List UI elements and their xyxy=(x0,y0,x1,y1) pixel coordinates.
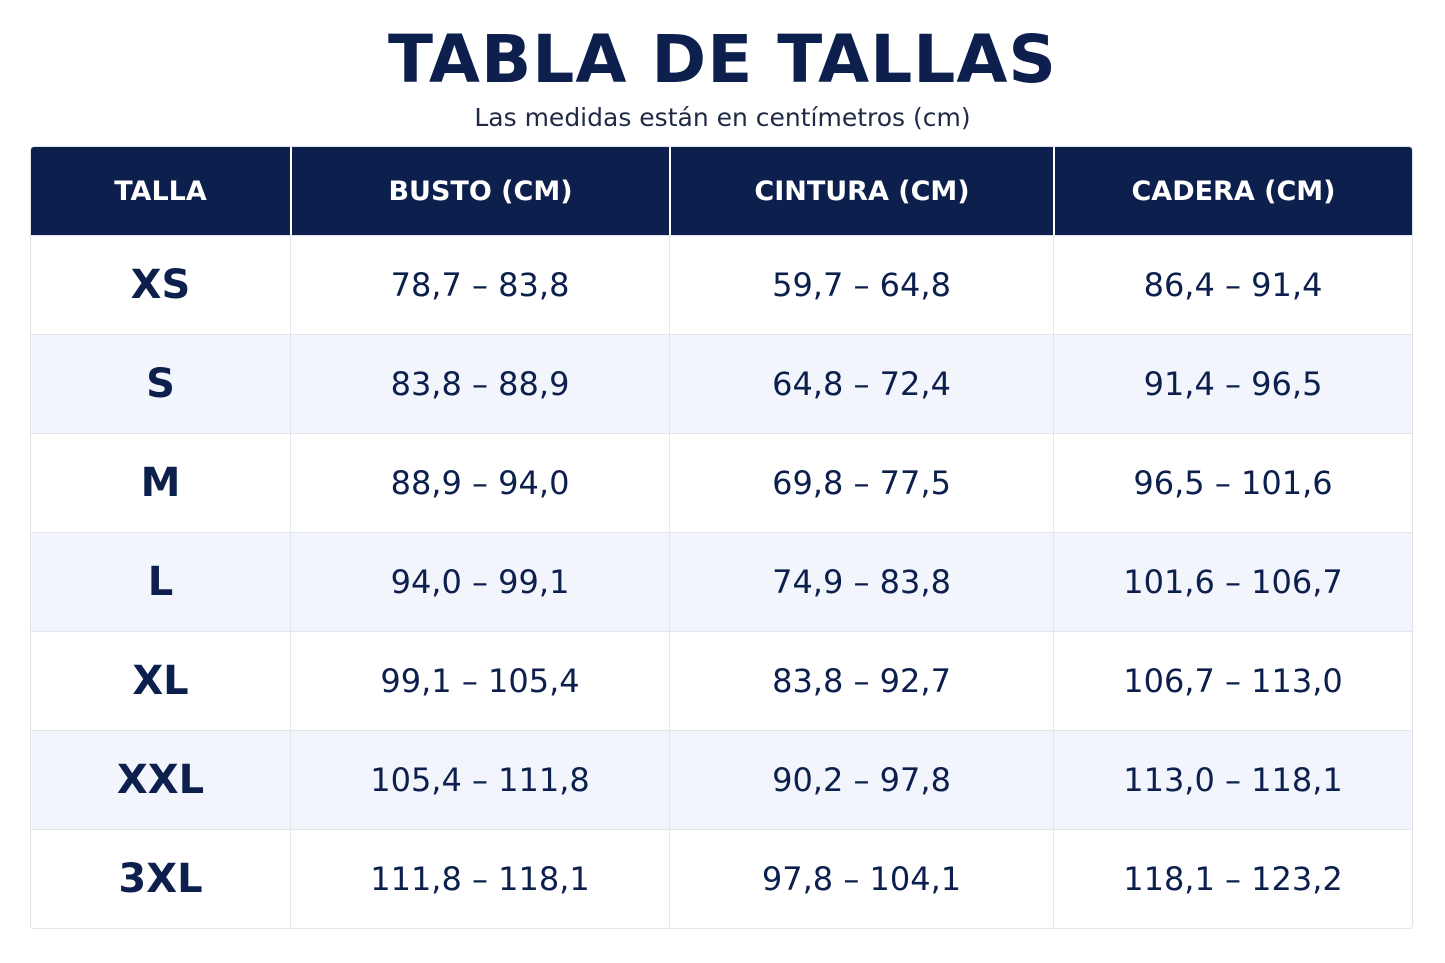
table-row: L 94,0 – 99,1 74,9 – 83,8 101,6 – 106,7 xyxy=(31,532,1412,631)
table-row: M 88,9 – 94,0 69,8 – 77,5 96,5 – 101,6 xyxy=(31,433,1412,532)
hip-cell: 96,5 – 101,6 xyxy=(1053,434,1412,532)
bust-cell: 88,9 – 94,0 xyxy=(290,434,669,532)
size-label-cell: M xyxy=(140,460,181,506)
header-cadera: CADERA (CM) xyxy=(1053,147,1412,235)
size-label-cell: XS xyxy=(130,262,191,308)
waist-cell: 64,8 – 72,4 xyxy=(669,335,1053,433)
hip-cell: 118,1 – 123,2 xyxy=(1053,830,1412,928)
waist-cell: 69,8 – 77,5 xyxy=(669,434,1053,532)
bust-cell: 83,8 – 88,9 xyxy=(290,335,669,433)
size-label-cell: XL xyxy=(132,658,189,704)
hip-cell: 106,7 – 113,0 xyxy=(1053,632,1412,730)
header-cintura: CINTURA (CM) xyxy=(669,147,1053,235)
waist-cell: 90,2 – 97,8 xyxy=(669,731,1053,829)
size-label-cell: XXL xyxy=(116,757,205,803)
table-header-row: TALLA BUSTO (CM) CINTURA (CM) CADERA (CM… xyxy=(31,147,1412,235)
page-title: TABLA DE TALLAS xyxy=(388,21,1057,98)
size-chart-table: TALLA BUSTO (CM) CINTURA (CM) CADERA (CM… xyxy=(30,146,1413,929)
bust-cell: 99,1 – 105,4 xyxy=(290,632,669,730)
table-row: S 83,8 – 88,9 64,8 – 72,4 91,4 – 96,5 xyxy=(31,334,1412,433)
waist-cell: 97,8 – 104,1 xyxy=(669,830,1053,928)
bust-cell: 94,0 – 99,1 xyxy=(290,533,669,631)
header-busto: BUSTO (CM) xyxy=(290,147,669,235)
size-label-cell: 3XL xyxy=(118,856,203,902)
table-row: XL 99,1 – 105,4 83,8 – 92,7 106,7 – 113,… xyxy=(31,631,1412,730)
header-talla: TALLA xyxy=(114,175,207,207)
bust-cell: 78,7 – 83,8 xyxy=(290,236,669,334)
table-row: XXL 105,4 – 111,8 90,2 – 97,8 113,0 – 11… xyxy=(31,730,1412,829)
page-subtitle: Las medidas están en centímetros (cm) xyxy=(474,103,971,132)
hip-cell: 113,0 – 118,1 xyxy=(1053,731,1412,829)
hip-cell: 91,4 – 96,5 xyxy=(1053,335,1412,433)
waist-cell: 74,9 – 83,8 xyxy=(669,533,1053,631)
size-label-cell: S xyxy=(146,361,175,407)
bust-cell: 111,8 – 118,1 xyxy=(290,830,669,928)
hip-cell: 86,4 – 91,4 xyxy=(1053,236,1412,334)
hip-cell: 101,6 – 106,7 xyxy=(1053,533,1412,631)
table-row: 3XL 111,8 – 118,1 97,8 – 104,1 118,1 – 1… xyxy=(31,829,1412,928)
bust-cell: 105,4 – 111,8 xyxy=(290,731,669,829)
size-label-cell: L xyxy=(147,559,174,605)
waist-cell: 83,8 – 92,7 xyxy=(669,632,1053,730)
waist-cell: 59,7 – 64,8 xyxy=(669,236,1053,334)
table-row: XS 78,7 – 83,8 59,7 – 64,8 86,4 – 91,4 xyxy=(31,235,1412,334)
